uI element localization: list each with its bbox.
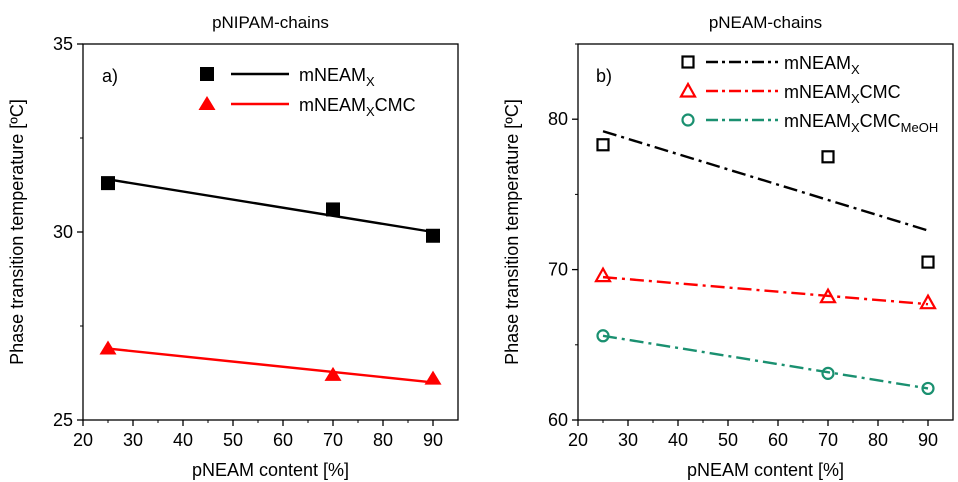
y-tick-label: 70	[548, 260, 568, 280]
series-fit-line	[602, 334, 929, 390]
legend-marker	[198, 96, 216, 110]
legend-label: mNEAMX	[299, 65, 375, 89]
data-point	[921, 381, 935, 396]
y-tick-label: 60	[548, 410, 568, 430]
legend-label: mNEAMX	[784, 53, 860, 77]
data-point	[919, 293, 937, 310]
data-point	[424, 370, 442, 385]
series-fit-line	[602, 130, 929, 232]
series-fit-line	[602, 275, 929, 306]
x-tick-label: 40	[173, 430, 193, 450]
y-tick-label: 25	[53, 410, 73, 430]
legend-label: mNEAMXCMC	[299, 95, 416, 119]
x-axis-title: pNEAM content [%]	[687, 460, 844, 480]
legend-entry: mNEAMX	[681, 53, 860, 77]
chart-title: pNEAM-chains	[709, 13, 822, 32]
x-tick-label: 90	[423, 430, 443, 450]
legend-marker	[681, 55, 695, 69]
series-0	[596, 130, 935, 269]
y-tick-label: 80	[548, 109, 568, 129]
panel-label: b)	[596, 66, 612, 86]
panel-label: a)	[102, 66, 118, 86]
series-fit-line	[107, 178, 434, 234]
x-tick-label: 70	[323, 430, 343, 450]
legend-label: mNEAMXCMCMeOH	[784, 111, 938, 135]
series-1	[594, 266, 937, 310]
legend-label: mNEAMXCMC	[784, 82, 901, 106]
x-tick-label: 50	[223, 430, 243, 450]
series-2	[596, 329, 935, 396]
data-point	[921, 255, 935, 269]
series-0	[101, 176, 440, 243]
legend-entry: mNEAMXCMC	[198, 95, 416, 119]
data-point	[99, 340, 117, 355]
x-tick-label: 30	[123, 430, 143, 450]
data-point	[821, 150, 835, 164]
x-tick-label: 60	[768, 430, 788, 450]
x-tick-label: 60	[273, 430, 293, 450]
x-tick-label: 20	[73, 430, 93, 450]
x-tick-label: 70	[818, 430, 838, 450]
y-axis-title: Phase transition temperature [ºC]	[7, 99, 27, 365]
data-point	[324, 366, 342, 381]
legend-entry: mNEAMX	[200, 65, 375, 89]
x-tick-label: 80	[868, 430, 888, 450]
legend-entry: mNEAMXCMCMeOH	[681, 111, 938, 135]
series-fit-line	[107, 347, 434, 384]
data-point	[596, 138, 610, 152]
legend-marker	[679, 81, 697, 98]
x-axis-title: pNEAM content [%]	[192, 460, 349, 480]
data-point	[819, 287, 837, 304]
data-point	[594, 266, 612, 283]
chart-title: pNIPAM-chains	[212, 13, 329, 32]
data-point	[596, 329, 610, 343]
x-tick-label: 90	[918, 430, 938, 450]
y-tick-label: 30	[53, 222, 73, 242]
legend-marker	[681, 113, 695, 127]
plot-frame	[577, 43, 954, 421]
chart-panel-b: pNEAM-chains b) 20 30 40 50 60 70 80 90 60 70 80 pNEA…	[502, 13, 954, 480]
series-1	[99, 340, 442, 385]
data-point	[426, 228, 440, 243]
x-tick-label: 50	[718, 430, 738, 450]
legend-marker	[200, 67, 214, 81]
x-tick-label: 80	[373, 430, 393, 450]
y-tick-label: 35	[53, 34, 73, 54]
data-point	[821, 366, 835, 380]
data-point	[101, 176, 115, 191]
x-tick-label: 20	[568, 430, 588, 450]
chart-panel-a: pNIPAM-chains a) 20 30 40 50 60 70 80 90 25 30 35 pNE…	[7, 13, 459, 480]
legend-entry: mNEAMXCMC	[679, 81, 901, 106]
data-point	[326, 202, 340, 217]
y-axis-title: Phase transition temperature [ºC]	[502, 99, 522, 365]
x-tick-label: 40	[668, 430, 688, 450]
x-tick-label: 30	[618, 430, 638, 450]
